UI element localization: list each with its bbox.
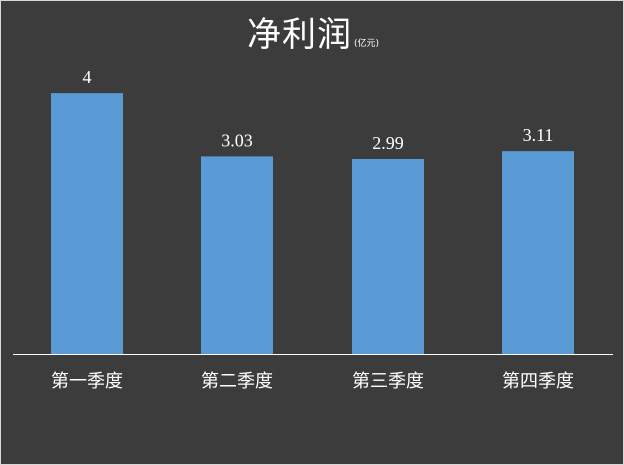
value-label-4: 3.11 (523, 125, 554, 145)
value-label-1: 4 (83, 67, 92, 87)
bar-3 (352, 159, 424, 354)
bar-1 (51, 93, 123, 354)
category-label-3: 第三季度 (352, 371, 424, 392)
chart-title: 净利润 (246, 15, 352, 55)
category-label-4: 第四季度 (502, 371, 574, 392)
category-label-2: 第二季度 (201, 371, 273, 392)
value-label-2: 3.03 (221, 130, 253, 150)
value-label-3: 2.99 (372, 133, 404, 153)
bar-4 (502, 151, 574, 354)
chart-title-wrap: 净利润 (亿元) (1, 7, 624, 56)
bar-2 (201, 156, 273, 354)
category-label-1: 第一季度 (51, 371, 123, 392)
chart-unit: (亿元) (353, 39, 380, 49)
